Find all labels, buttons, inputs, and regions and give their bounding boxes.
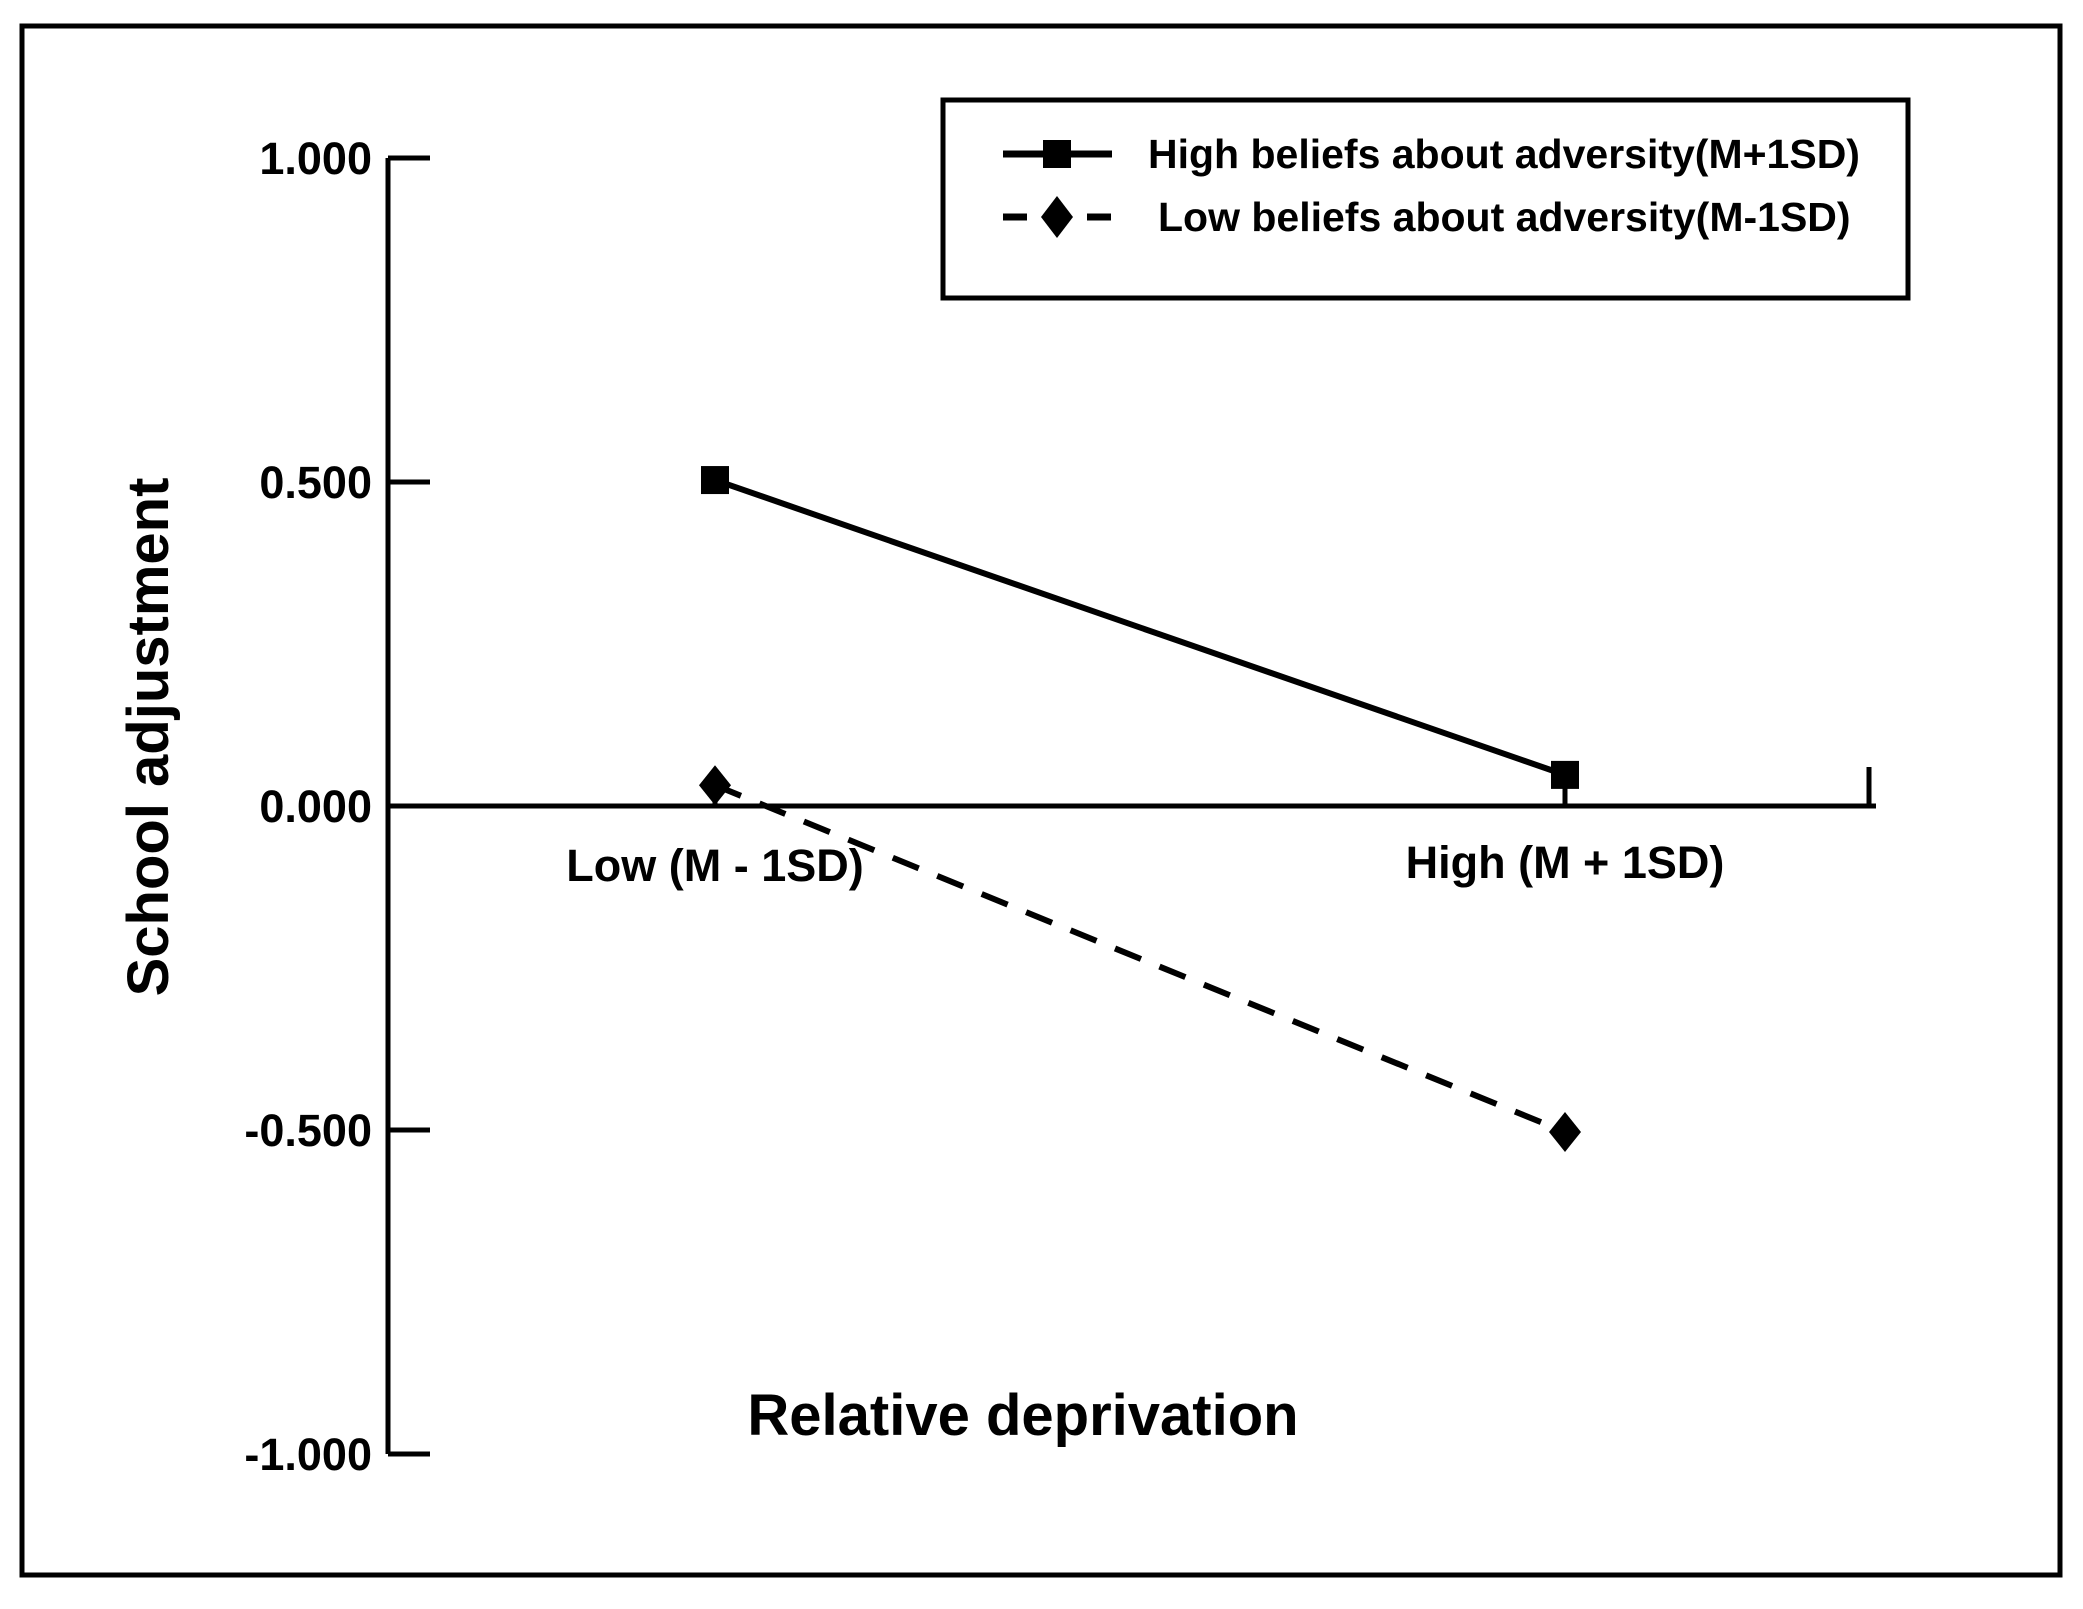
legend-label-low-beliefs: Low beliefs about adversity(M-1SD) [1158, 194, 1851, 240]
y-tick-label-3: 0.000 [259, 781, 372, 832]
legend: High beliefs about adversity(M+1SD) Low … [940, 97, 1911, 301]
legend-label-high-beliefs: High beliefs about adversity(M+1SD) [1148, 131, 1860, 177]
square-marker [701, 466, 729, 495]
y-tick-label-1: 1.000 [259, 133, 372, 184]
x-axis-title: Relative deprivation [747, 1383, 1298, 1448]
legend-square-marker-icon [1043, 140, 1071, 168]
square-marker [1551, 760, 1579, 789]
x-category-label-low: Low (M - 1SD) [566, 840, 863, 891]
diamond-marker [1549, 1111, 1581, 1152]
diamond-marker [699, 765, 731, 806]
series-layer [699, 466, 1581, 1152]
y-tick-label-4: -0.500 [244, 1105, 372, 1156]
y-tick-label-2: 0.500 [259, 457, 372, 508]
legend-diamond-marker-icon [1041, 196, 1073, 238]
y-tick-label-5: -1.000 [244, 1429, 372, 1480]
x-category-label-high: High (M + 1SD) [1406, 837, 1725, 888]
series-line-low-beliefs [713, 782, 1567, 1135]
series-line-high-beliefs [714, 477, 1566, 778]
figure-border [19, 23, 2063, 1578]
legend-box [940, 97, 1911, 301]
y-axis-title: School adjustment [116, 478, 181, 997]
